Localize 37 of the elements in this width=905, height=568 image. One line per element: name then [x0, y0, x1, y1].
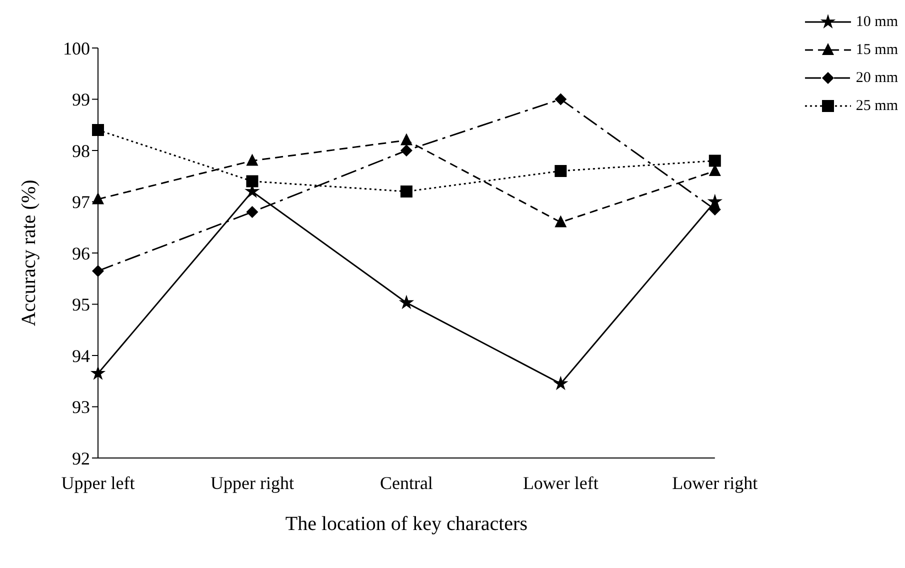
point — [92, 264, 104, 277]
point — [92, 124, 104, 136]
y-tick-label: 100 — [63, 38, 90, 58]
x-tick-label: Lower left — [522, 472, 598, 493]
y-tick-label: 92 — [72, 448, 90, 468]
point — [398, 294, 414, 310]
point — [246, 175, 258, 188]
y-tick-label: 98 — [72, 140, 90, 161]
x-tick-label: Upper right — [210, 472, 294, 493]
y-tick-label: 95 — [72, 294, 90, 315]
x-tick-label: Central — [380, 472, 433, 493]
y-tick-label: 97 — [72, 192, 90, 212]
y-tick-label: 99 — [72, 90, 90, 110]
legend-label: 25 mm — [856, 98, 898, 114]
point — [90, 365, 106, 380]
point — [400, 144, 412, 156]
x-tick-label: Lower right — [672, 472, 758, 493]
point — [92, 192, 104, 204]
y-tick-label: 93 — [72, 397, 90, 418]
point — [246, 206, 258, 218]
point — [400, 133, 412, 146]
y-axis-title: Accuracy rate (%) — [18, 180, 40, 326]
y-tick-label: 94 — [72, 346, 90, 366]
point — [708, 154, 721, 167]
y-tick-label: 96 — [72, 243, 90, 264]
point — [708, 203, 721, 216]
point — [554, 215, 567, 228]
x-tick-label: Upper left — [61, 472, 135, 493]
legend-label: 20 mm — [856, 70, 898, 86]
point — [246, 154, 258, 166]
point — [554, 165, 567, 177]
point — [400, 186, 412, 198]
point — [553, 376, 568, 390]
legend-label: 10 mm — [856, 14, 898, 30]
x-axis-title: The location of key characters — [285, 513, 528, 535]
legend-label: 15 mm — [856, 42, 898, 58]
point — [554, 93, 567, 106]
